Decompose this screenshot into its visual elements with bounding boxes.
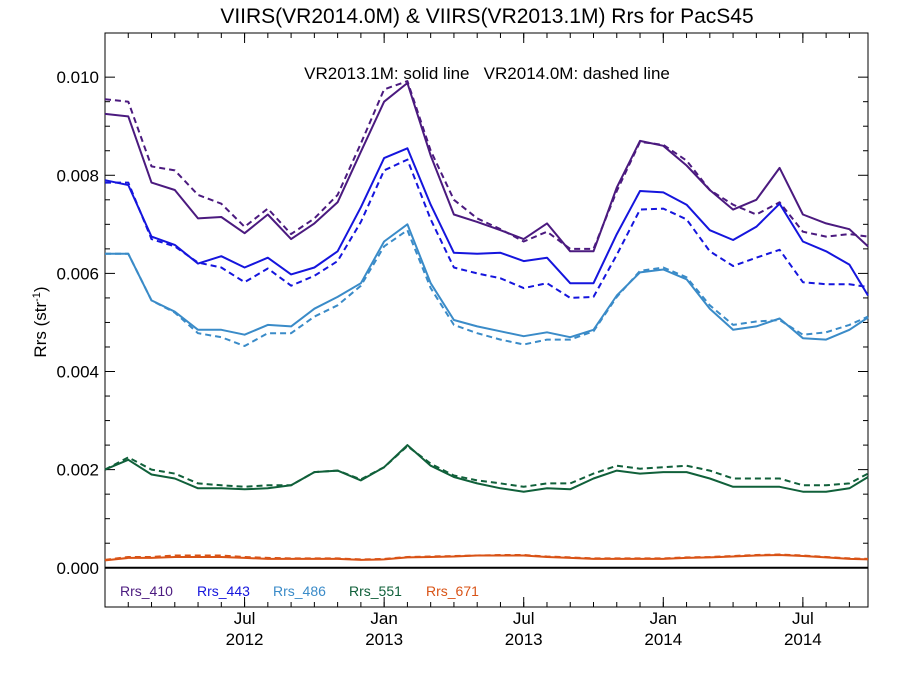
series-line-rrs-443-dashed: [105, 158, 869, 299]
y-axis-label-text: Rrs (str: [31, 302, 50, 358]
y-axis-label-close: ): [31, 286, 50, 292]
series-line-rrs-671-dashed: [104, 553, 869, 561]
series-line-rrs-443-solid: [104, 147, 869, 297]
line-style-annotation: VR2013.1M: solid line VR2014.0M: dashed …: [304, 64, 670, 83]
series-line-rrs-486-dashed: [105, 229, 869, 347]
plot-frame: [104, 32, 869, 608]
series-line-rrs-410-solid: [104, 82, 869, 253]
legend-item-rrs-486: Rrs_486: [273, 583, 326, 599]
y-tick-label-1: 0.002: [56, 461, 99, 480]
y-tick-label-0: 0.000: [56, 559, 99, 578]
y-axis-label-superscript: -1: [31, 292, 43, 302]
x-tick-year-1: 2013: [365, 630, 403, 649]
x-tick-month-2: Jul: [513, 609, 535, 628]
y-axis-label: Rrs (str-1): [31, 286, 50, 357]
y-tick-label-4: 0.008: [56, 166, 99, 185]
series-line-rrs-551-solid: [104, 444, 869, 493]
y-tick-label-3: 0.006: [56, 264, 99, 283]
chart-title: VIIRS(VR2014.0M) & VIIRS(VR2013.1M) Rrs …: [220, 5, 753, 28]
x-tick-year-2: 2013: [505, 630, 543, 649]
series-line-rrs-551-dashed: [104, 445, 869, 488]
series-line-rrs-486-solid: [105, 223, 869, 341]
legend-item-rrs-671: Rrs_671: [426, 583, 479, 599]
x-tick-year-3: 2014: [644, 630, 682, 649]
x-tick-year-0: 2012: [226, 630, 264, 649]
legend-item-rrs-551: Rrs_551: [349, 583, 402, 599]
series-line-rrs-410-dashed: [104, 80, 869, 250]
legend-item-rrs-443: Rrs_443: [197, 583, 250, 599]
x-tick-month-0: Jul: [234, 609, 256, 628]
y-tick-label-2: 0.004: [56, 363, 99, 382]
y-tick-label-5: 0.010: [56, 68, 99, 87]
x-tick-month-4: Jul: [792, 609, 814, 628]
x-tick-month-1: Jan: [370, 609, 397, 628]
x-tick-year-4: 2014: [784, 630, 822, 649]
legend-item-rrs-410: Rrs_410: [120, 583, 173, 599]
plot-area: 0.000 0.002 0.004 0.006 0.008 0.010 Jul 2012 Jan…: [56, 32, 869, 649]
x-tick-month-3: Jan: [650, 609, 677, 628]
